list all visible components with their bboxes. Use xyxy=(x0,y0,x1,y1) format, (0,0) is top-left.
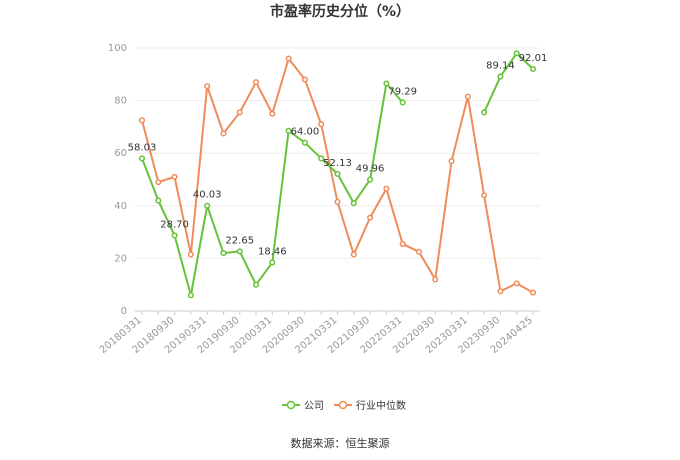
y-tick-label: 100 xyxy=(108,43,127,54)
data-point[interactable] xyxy=(301,139,308,146)
data-point[interactable] xyxy=(236,248,243,255)
y-tick-label: 0 xyxy=(121,306,127,317)
data-point[interactable] xyxy=(350,200,357,207)
data-point[interactable] xyxy=(481,109,488,116)
data-point[interactable] xyxy=(448,158,455,165)
data-point[interactable] xyxy=(513,280,520,287)
data-point[interactable] xyxy=(367,214,374,221)
legend-label: 公司 xyxy=(304,401,324,412)
y-axis: 0 20 40 60 80 100 xyxy=(108,43,127,317)
data-point[interactable] xyxy=(204,202,211,209)
y-tick-label: 80 xyxy=(114,96,127,107)
legend-marker xyxy=(286,400,296,410)
data-point[interactable] xyxy=(252,79,260,86)
data-point[interactable] xyxy=(497,73,504,80)
data-labels: 58.03 28.70 40.03 22.65 18.46 64.00 52.13 49.96… xyxy=(128,53,548,257)
data-label: 52.13 xyxy=(323,158,352,169)
series-layer xyxy=(138,50,537,299)
data-point[interactable] xyxy=(220,250,227,257)
data-label: 18.46 xyxy=(258,246,287,257)
data-point[interactable] xyxy=(138,155,146,162)
data-point[interactable] xyxy=(318,155,325,162)
data-point[interactable] xyxy=(138,117,146,124)
data-label: 40.03 xyxy=(193,190,222,201)
data-point[interactable] xyxy=(187,292,194,299)
data-point[interactable] xyxy=(187,251,194,258)
data-point[interactable] xyxy=(204,83,211,90)
data-point[interactable] xyxy=(415,248,423,255)
data-point[interactable] xyxy=(301,76,308,83)
chart-title: 市盈率历史分位（%） xyxy=(270,3,410,20)
data-point[interactable] xyxy=(155,197,162,204)
data-point[interactable] xyxy=(285,127,292,134)
data-point[interactable] xyxy=(481,192,488,199)
data-point[interactable] xyxy=(399,240,406,247)
data-point[interactable] xyxy=(464,93,471,100)
data-label: 28.70 xyxy=(160,220,189,231)
legend-item[interactable]: 公司 xyxy=(282,400,324,412)
y-tick-label: 40 xyxy=(114,201,127,212)
data-label: 49.96 xyxy=(356,164,385,175)
data-point[interactable] xyxy=(220,130,227,137)
legend-marker xyxy=(338,400,348,410)
data-point[interactable] xyxy=(497,288,504,295)
data-point[interactable] xyxy=(236,109,243,116)
y-tick-label: 60 xyxy=(114,148,127,159)
data-point[interactable] xyxy=(383,80,390,87)
legend-label: 行业中位数 xyxy=(356,399,406,412)
data-point[interactable] xyxy=(529,289,537,296)
x-axis: 2018033120180930201903312019093020200331… xyxy=(98,311,535,356)
data-label: 79.29 xyxy=(388,86,417,97)
data-point[interactable] xyxy=(529,65,537,73)
data-point[interactable] xyxy=(285,55,292,62)
data-point[interactable] xyxy=(383,185,390,192)
source-note: 数据来源：恒生聚源 xyxy=(291,436,390,450)
data-point[interactable] xyxy=(318,121,325,128)
data-point[interactable] xyxy=(171,232,178,239)
data-point[interactable] xyxy=(399,99,406,106)
data-point[interactable] xyxy=(252,281,260,288)
data-point[interactable] xyxy=(155,179,162,186)
data-label: 58.03 xyxy=(128,142,157,153)
data-point[interactable] xyxy=(350,251,357,258)
data-label: 92.01 xyxy=(519,53,548,64)
data-point[interactable] xyxy=(432,276,439,283)
data-point[interactable] xyxy=(334,198,341,205)
data-point[interactable] xyxy=(171,173,178,180)
data-point[interactable] xyxy=(513,50,520,57)
data-point[interactable] xyxy=(334,170,341,177)
data-point[interactable] xyxy=(269,259,276,266)
y-tick-label: 20 xyxy=(114,253,127,264)
data-label: 89.14 xyxy=(486,61,515,72)
data-point[interactable] xyxy=(367,176,374,183)
legend-item[interactable]: 行业中位数 xyxy=(334,399,406,412)
grid-lines xyxy=(135,47,540,312)
legend[interactable]: 公司 行业中位数 xyxy=(282,399,406,412)
data-label: 64.00 xyxy=(291,127,320,138)
data-label: 22.65 xyxy=(225,235,254,246)
series-line xyxy=(483,52,534,113)
data-point[interactable] xyxy=(269,110,276,117)
